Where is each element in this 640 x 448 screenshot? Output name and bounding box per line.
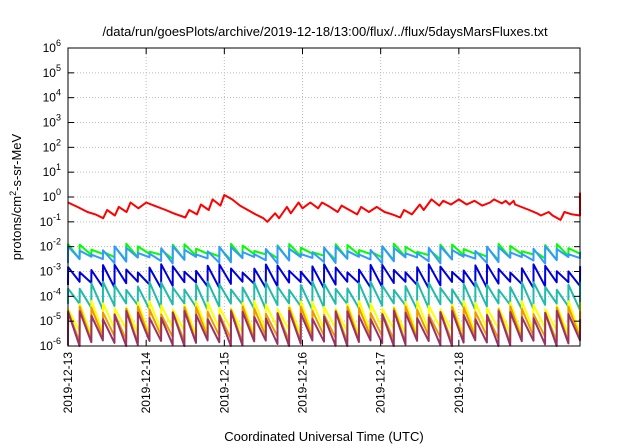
y-tick-label: 10-6 <box>40 336 61 353</box>
x-axis-label: Coordinated Universal Time (UTC) <box>224 429 423 444</box>
y-tick-label: 10-2 <box>40 237 61 254</box>
x-tick-label: 2019-12-18 <box>452 352 466 414</box>
series-line-4 <box>67 263 582 290</box>
y-tick-label: 106 <box>43 38 61 55</box>
y-tick-label: 100 <box>43 187 61 204</box>
x-tick-label: 2019-12-17 <box>374 352 388 414</box>
series-line-8 <box>67 309 582 347</box>
x-tick-label: 2019-12-15 <box>217 352 231 414</box>
series-group <box>67 192 582 347</box>
y-tick-label: 105 <box>43 63 61 80</box>
y-tick-label: 10-3 <box>40 262 61 279</box>
y-tick-label: 102 <box>43 137 61 154</box>
y-tick-label: 103 <box>43 113 61 130</box>
y-axis-label: protons/cm2-s-sr-MeV <box>8 133 24 260</box>
x-tick-label: 2019-12-14 <box>139 352 153 414</box>
y-tick-label: 104 <box>43 88 61 105</box>
y-axis-ticks: 10-6 10-5 10-4 10-3 10-2 10-1 100 101 102 103 104 1… <box>40 38 580 353</box>
x-axis-ticks: 2019-12-13 2019-12-14 2019-12-15 2019-12-16… <box>61 48 466 413</box>
y-tick-label: 10-4 <box>40 286 61 303</box>
series-line-3 <box>67 245 582 265</box>
chart-title: /data/run/goesPlots/archive/2019-12-18/1… <box>102 24 548 39</box>
y-axis-label-sup: 2 <box>8 191 18 196</box>
y-axis-label-suffix: -s-sr-MeV <box>9 133 24 190</box>
x-tick-label: 2019-12-16 <box>296 352 310 414</box>
y-tick-label: 10-1 <box>40 212 61 229</box>
x-tick-label: 2019-12-13 <box>61 352 75 414</box>
y-tick-label: 101 <box>43 162 61 179</box>
series-line-1 <box>67 192 581 223</box>
y-tick-label: 10-5 <box>40 311 61 328</box>
y-axis-label-prefix: protons/cm <box>9 196 24 260</box>
series-line-5 <box>67 280 582 312</box>
